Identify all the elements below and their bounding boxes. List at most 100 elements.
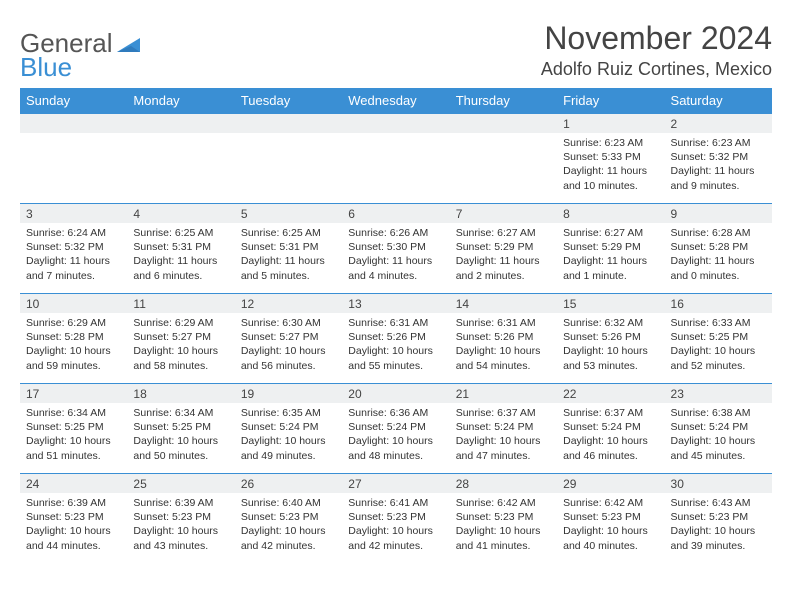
calendar-table: SundayMondayTuesdayWednesdayThursdayFrid… [20, 88, 772, 564]
weekday-header: Tuesday [235, 88, 342, 114]
calendar-cell: 16Sunrise: 6:33 AMSunset: 5:25 PMDayligh… [665, 294, 772, 384]
day-details: Sunrise: 6:27 AMSunset: 5:29 PMDaylight:… [450, 223, 557, 287]
day-number: 7 [450, 204, 557, 223]
location-text: Adolfo Ruiz Cortines, Mexico [541, 59, 772, 80]
day-details: Sunrise: 6:32 AMSunset: 5:26 PMDaylight:… [557, 313, 664, 377]
calendar-cell: 11Sunrise: 6:29 AMSunset: 5:27 PMDayligh… [127, 294, 234, 384]
calendar-cell: 26Sunrise: 6:40 AMSunset: 5:23 PMDayligh… [235, 474, 342, 564]
calendar-cell: 8Sunrise: 6:27 AMSunset: 5:29 PMDaylight… [557, 204, 664, 294]
header: General November 2024 Adolfo Ruiz Cortin… [20, 20, 772, 80]
day-details: Sunrise: 6:29 AMSunset: 5:27 PMDaylight:… [127, 313, 234, 377]
day-details: Sunrise: 6:29 AMSunset: 5:28 PMDaylight:… [20, 313, 127, 377]
day-number: 1 [557, 114, 664, 133]
calendar-cell [127, 114, 234, 204]
weekday-header: Thursday [450, 88, 557, 114]
day-number: 9 [665, 204, 772, 223]
calendar-cell: 15Sunrise: 6:32 AMSunset: 5:26 PMDayligh… [557, 294, 664, 384]
calendar-header: SundayMondayTuesdayWednesdayThursdayFrid… [20, 88, 772, 114]
calendar-cell: 18Sunrise: 6:34 AMSunset: 5:25 PMDayligh… [127, 384, 234, 474]
calendar-cell [342, 114, 449, 204]
title-block: November 2024 Adolfo Ruiz Cortines, Mexi… [541, 20, 772, 80]
month-title: November 2024 [541, 20, 772, 57]
day-details: Sunrise: 6:27 AMSunset: 5:29 PMDaylight:… [557, 223, 664, 287]
day-number: 14 [450, 294, 557, 313]
day-details: Sunrise: 6:30 AMSunset: 5:27 PMDaylight:… [235, 313, 342, 377]
empty-day-bar [127, 114, 234, 133]
empty-day-bar [235, 114, 342, 133]
calendar-cell: 9Sunrise: 6:28 AMSunset: 5:28 PMDaylight… [665, 204, 772, 294]
calendar-week-row: 3Sunrise: 6:24 AMSunset: 5:32 PMDaylight… [20, 204, 772, 294]
calendar-cell: 1Sunrise: 6:23 AMSunset: 5:33 PMDaylight… [557, 114, 664, 204]
day-number: 13 [342, 294, 449, 313]
day-details: Sunrise: 6:25 AMSunset: 5:31 PMDaylight:… [127, 223, 234, 287]
brand-triangle-icon [117, 36, 143, 56]
calendar-cell: 25Sunrise: 6:39 AMSunset: 5:23 PMDayligh… [127, 474, 234, 564]
day-number: 24 [20, 474, 127, 493]
day-number: 19 [235, 384, 342, 403]
day-number: 22 [557, 384, 664, 403]
calendar-cell: 19Sunrise: 6:35 AMSunset: 5:24 PMDayligh… [235, 384, 342, 474]
calendar-cell: 4Sunrise: 6:25 AMSunset: 5:31 PMDaylight… [127, 204, 234, 294]
calendar-cell: 3Sunrise: 6:24 AMSunset: 5:32 PMDaylight… [20, 204, 127, 294]
day-details: Sunrise: 6:39 AMSunset: 5:23 PMDaylight:… [127, 493, 234, 557]
calendar-cell: 27Sunrise: 6:41 AMSunset: 5:23 PMDayligh… [342, 474, 449, 564]
day-details: Sunrise: 6:37 AMSunset: 5:24 PMDaylight:… [557, 403, 664, 467]
calendar-cell: 23Sunrise: 6:38 AMSunset: 5:24 PMDayligh… [665, 384, 772, 474]
day-number: 3 [20, 204, 127, 223]
day-number: 27 [342, 474, 449, 493]
day-number: 11 [127, 294, 234, 313]
calendar-cell [450, 114, 557, 204]
day-number: 8 [557, 204, 664, 223]
calendar-cell: 5Sunrise: 6:25 AMSunset: 5:31 PMDaylight… [235, 204, 342, 294]
day-details: Sunrise: 6:31 AMSunset: 5:26 PMDaylight:… [450, 313, 557, 377]
weekday-header: Wednesday [342, 88, 449, 114]
day-details: Sunrise: 6:28 AMSunset: 5:28 PMDaylight:… [665, 223, 772, 287]
calendar-cell [20, 114, 127, 204]
day-details: Sunrise: 6:31 AMSunset: 5:26 PMDaylight:… [342, 313, 449, 377]
calendar-cell: 7Sunrise: 6:27 AMSunset: 5:29 PMDaylight… [450, 204, 557, 294]
weekday-header: Monday [127, 88, 234, 114]
calendar-cell: 30Sunrise: 6:43 AMSunset: 5:23 PMDayligh… [665, 474, 772, 564]
day-number: 18 [127, 384, 234, 403]
calendar-week-row: 1Sunrise: 6:23 AMSunset: 5:33 PMDaylight… [20, 114, 772, 204]
day-number: 29 [557, 474, 664, 493]
calendar-cell: 13Sunrise: 6:31 AMSunset: 5:26 PMDayligh… [342, 294, 449, 384]
day-number: 21 [450, 384, 557, 403]
day-details: Sunrise: 6:42 AMSunset: 5:23 PMDaylight:… [450, 493, 557, 557]
day-details: Sunrise: 6:40 AMSunset: 5:23 PMDaylight:… [235, 493, 342, 557]
day-number: 15 [557, 294, 664, 313]
day-details: Sunrise: 6:24 AMSunset: 5:32 PMDaylight:… [20, 223, 127, 287]
calendar-cell [235, 114, 342, 204]
day-number: 10 [20, 294, 127, 313]
day-number: 5 [235, 204, 342, 223]
day-details: Sunrise: 6:34 AMSunset: 5:25 PMDaylight:… [20, 403, 127, 467]
weekday-header: Friday [557, 88, 664, 114]
calendar-week-row: 10Sunrise: 6:29 AMSunset: 5:28 PMDayligh… [20, 294, 772, 384]
day-details: Sunrise: 6:33 AMSunset: 5:25 PMDaylight:… [665, 313, 772, 377]
day-details: Sunrise: 6:26 AMSunset: 5:30 PMDaylight:… [342, 223, 449, 287]
day-number: 6 [342, 204, 449, 223]
calendar-cell: 28Sunrise: 6:42 AMSunset: 5:23 PMDayligh… [450, 474, 557, 564]
calendar-week-row: 24Sunrise: 6:39 AMSunset: 5:23 PMDayligh… [20, 474, 772, 564]
day-number: 16 [665, 294, 772, 313]
day-number: 30 [665, 474, 772, 493]
calendar-cell: 6Sunrise: 6:26 AMSunset: 5:30 PMDaylight… [342, 204, 449, 294]
calendar-cell: 2Sunrise: 6:23 AMSunset: 5:32 PMDaylight… [665, 114, 772, 204]
day-number: 28 [450, 474, 557, 493]
day-details: Sunrise: 6:41 AMSunset: 5:23 PMDaylight:… [342, 493, 449, 557]
weekday-header: Sunday [20, 88, 127, 114]
day-number: 25 [127, 474, 234, 493]
weekday-header: Saturday [665, 88, 772, 114]
day-details: Sunrise: 6:39 AMSunset: 5:23 PMDaylight:… [20, 493, 127, 557]
calendar-cell: 29Sunrise: 6:42 AMSunset: 5:23 PMDayligh… [557, 474, 664, 564]
day-details: Sunrise: 6:23 AMSunset: 5:33 PMDaylight:… [557, 133, 664, 197]
calendar-cell: 22Sunrise: 6:37 AMSunset: 5:24 PMDayligh… [557, 384, 664, 474]
day-number: 23 [665, 384, 772, 403]
day-number: 4 [127, 204, 234, 223]
day-details: Sunrise: 6:34 AMSunset: 5:25 PMDaylight:… [127, 403, 234, 467]
day-number: 26 [235, 474, 342, 493]
empty-day-bar [20, 114, 127, 133]
empty-day-bar [342, 114, 449, 133]
brand-accent-text: Blue [20, 52, 72, 83]
day-details: Sunrise: 6:42 AMSunset: 5:23 PMDaylight:… [557, 493, 664, 557]
